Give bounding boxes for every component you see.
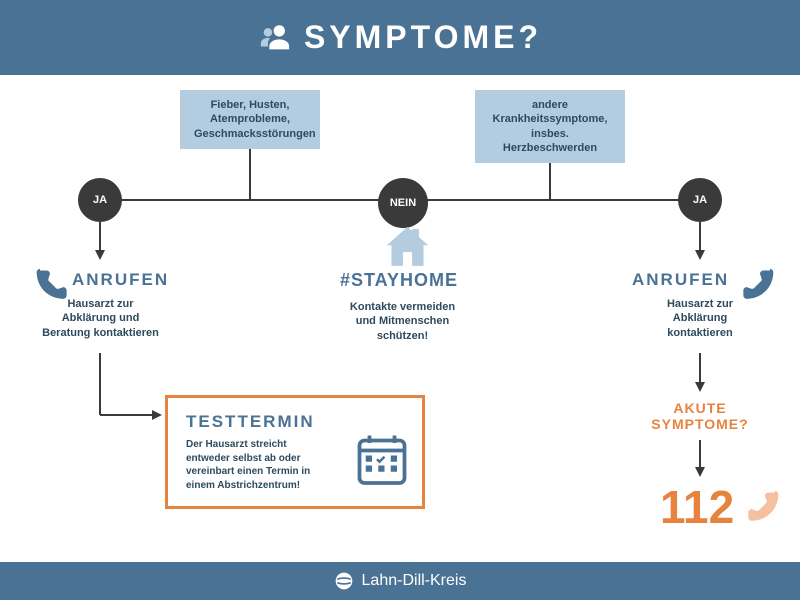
calendar-icon: [352, 428, 412, 488]
action-text-right: Hausarzt zurAbklärungkontaktieren: [640, 297, 760, 340]
house-icon: [380, 220, 435, 275]
phone-icon-emergency: [745, 485, 785, 530]
footer-org-name: Lahn-Dill-Kreis: [362, 572, 467, 590]
testtermin-text: Der Hausarzt streichtentweder selbst ab …: [186, 438, 346, 492]
symptom-box-right: andereKrankheitssymptome,insbes. Herzbes…: [475, 90, 625, 163]
action-anrufen-right: ANRUFEN: [632, 270, 729, 290]
emergency-number: 112: [660, 480, 734, 534]
symptom-box-left: Fieber, Husten,Atemprobleme,Geschmacksst…: [180, 90, 320, 149]
testtermin-box: TESTTERMIN Der Hausarzt streichtentweder…: [165, 395, 425, 509]
people-icon: [258, 21, 292, 55]
akute-symptome: AKUTESYMPTOME?: [650, 400, 750, 432]
decision-ja-right: JA: [678, 178, 722, 222]
decision-ja-left: JA: [78, 178, 122, 222]
footer-bar: Lahn-Dill-Kreis: [0, 562, 800, 600]
header-bar: SYMPTOME?: [0, 0, 800, 75]
flowchart-area: Fieber, Husten,Atemprobleme,Geschmacksst…: [0, 75, 800, 562]
footer-logo-icon: [334, 571, 354, 591]
action-text-left: Hausarzt zurAbklärung undBeratung kontak…: [38, 297, 163, 340]
header-title: SYMPTOME?: [304, 19, 542, 56]
action-anrufen-left: ANRUFEN: [72, 270, 169, 290]
stayhome-text: Kontakte vermeidenund Mitmenschenschütze…: [335, 300, 470, 343]
stayhome-title: #STAYHOME: [340, 270, 458, 291]
